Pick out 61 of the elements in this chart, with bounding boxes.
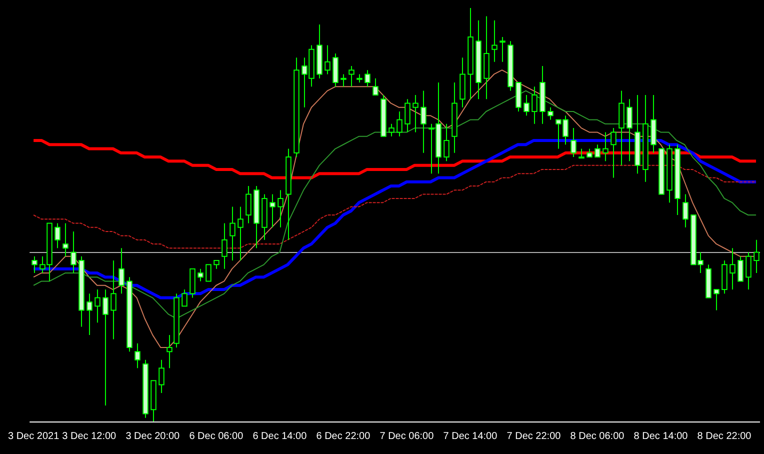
candlestick bbox=[278, 190, 284, 228]
candlestick bbox=[524, 94, 530, 116]
candlestick bbox=[492, 20, 498, 62]
candlestick bbox=[182, 289, 188, 307]
candlestick bbox=[610, 128, 616, 178]
candlestick bbox=[324, 44, 330, 75]
candlestick bbox=[134, 342, 140, 369]
candlestick bbox=[230, 206, 236, 262]
candlestick bbox=[70, 231, 76, 274]
candlestick bbox=[54, 222, 60, 249]
candlestick bbox=[118, 248, 124, 294]
x-tick-label: 6 Dec 14:00 bbox=[252, 430, 308, 442]
candlestick bbox=[412, 94, 418, 133]
candlestick bbox=[206, 264, 212, 282]
candlestick bbox=[364, 70, 370, 88]
candlestick bbox=[94, 289, 100, 324]
candlestick bbox=[682, 194, 688, 228]
candlestick bbox=[578, 148, 584, 159]
candlestick bbox=[238, 206, 244, 262]
candlestick bbox=[570, 128, 576, 158]
candlestick bbox=[198, 268, 204, 282]
candlestick bbox=[594, 144, 600, 158]
candlestick bbox=[420, 90, 426, 154]
x-tick-label: 7 Dec 22:00 bbox=[506, 430, 562, 442]
x-tick-label: 7 Dec 14:00 bbox=[443, 430, 498, 442]
candlestick bbox=[730, 248, 736, 290]
candlestick bbox=[246, 186, 252, 224]
x-tick-label: 8 Dec 22:00 bbox=[697, 430, 752, 442]
candlestick bbox=[602, 132, 608, 162]
candlestick bbox=[372, 78, 378, 96]
candlestick bbox=[158, 359, 164, 394]
candlestick bbox=[86, 293, 92, 336]
candlestick bbox=[110, 260, 116, 340]
x-tick-label: 7 Dec 06:00 bbox=[380, 430, 434, 442]
x-tick-label: 6 Dec 22:00 bbox=[316, 430, 371, 442]
candlestick bbox=[404, 98, 410, 133]
candlestick bbox=[32, 256, 38, 274]
candlestick bbox=[626, 98, 632, 162]
candlestick bbox=[746, 252, 752, 290]
candlestick bbox=[388, 123, 394, 137]
candlestick bbox=[270, 194, 276, 228]
candlestick bbox=[102, 289, 108, 406]
x-tick-label: 8 Dec 06:00 bbox=[570, 430, 625, 442]
candlestick bbox=[222, 222, 228, 270]
x-tick-label: 3 Dec 20:00 bbox=[126, 430, 180, 442]
x-tick-label: 3 Dec 12:00 bbox=[62, 430, 117, 442]
candlestick bbox=[532, 86, 538, 124]
candlestick bbox=[348, 65, 354, 88]
x-tick-label: 8 Dec 14:00 bbox=[634, 430, 688, 442]
candlestick bbox=[444, 123, 450, 162]
candlestick bbox=[340, 74, 346, 88]
candlestick bbox=[548, 106, 554, 120]
x-tick-label: 6 Dec 06:00 bbox=[189, 430, 244, 442]
candlestick bbox=[166, 334, 172, 369]
candlestick bbox=[754, 239, 760, 274]
candlestick bbox=[714, 289, 720, 311]
candlestick bbox=[62, 222, 68, 257]
candlestick bbox=[738, 256, 744, 282]
candlestick bbox=[396, 111, 402, 137]
x-tick-label: 3 Dec 2021 bbox=[8, 430, 60, 442]
candlestick bbox=[500, 36, 506, 62]
